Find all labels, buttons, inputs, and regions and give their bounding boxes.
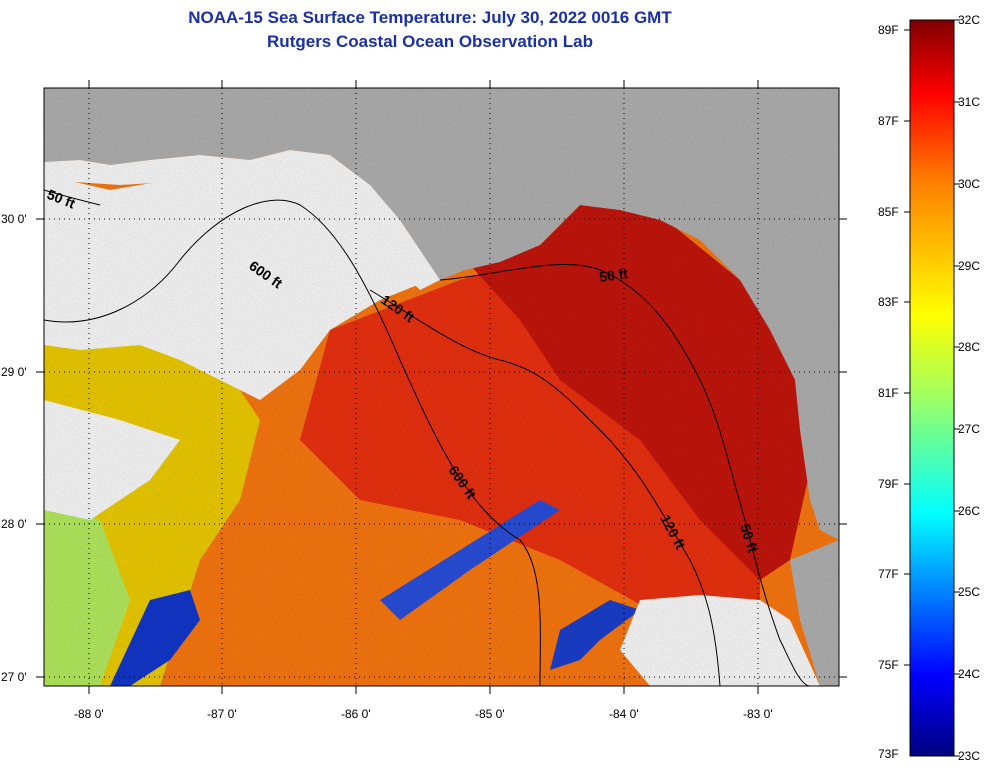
colorbar	[909, 19, 955, 757]
contour-50ft	[439, 264, 811, 686]
colorbar-f-label: 75F	[878, 658, 899, 672]
chart-subtitle: Rutgers Coastal Ocean Observation Lab	[267, 32, 593, 51]
colorbar-f-label: 85F	[878, 205, 899, 219]
contour-label-50ft-north: 50 ft	[598, 265, 629, 285]
colorbar-c-label: 26C	[958, 504, 981, 518]
colorbar-c-label: 32C	[958, 13, 981, 27]
colorbar-f-label: 87F	[878, 114, 899, 128]
lon-tick-label: -83 0'	[743, 707, 773, 721]
colorbar-c-label: 31C	[958, 95, 981, 109]
colorbar-f-label: 81F	[878, 386, 899, 400]
contour-50ft-west	[44, 189, 101, 206]
lon-tick-label: -84 0'	[609, 707, 639, 721]
colorbar-ticks	[904, 19, 960, 757]
colorbar-f-label: 73F	[878, 747, 899, 761]
tick-marks	[36, 80, 847, 694]
colorbar-c-label: 25C	[958, 585, 981, 599]
lat-tick-label: 28 0'	[1, 517, 27, 531]
lon-tick-label: -85 0'	[475, 707, 505, 721]
chart-title: NOAA-15 Sea Surface Temperature: July 30…	[188, 8, 672, 27]
map-frame	[43, 87, 840, 687]
colorbar-f-label: 83F	[878, 295, 899, 309]
colorbar-c-label: 29C	[958, 259, 981, 273]
contour-120ft	[369, 289, 721, 686]
lat-tick-label: 27 0'	[1, 670, 27, 684]
lon-tick-label: -86 0'	[341, 707, 371, 721]
colorbar-f-label: 77F	[878, 567, 899, 581]
colorbar-f-label: 79F	[878, 477, 899, 491]
contour-600ft	[44, 199, 541, 686]
lat-tick-label: 30 0'	[1, 212, 27, 226]
colorbar-c-label: 24C	[958, 667, 981, 681]
lat-tick-label: 29 0'	[1, 365, 27, 379]
colorbar-c-label: 28C	[958, 340, 981, 354]
colorbar-f-label: 89F	[878, 23, 899, 37]
colorbar-c-label: 23C	[958, 749, 981, 763]
colorbar-c-label: 27C	[958, 422, 981, 436]
colorbar-c-label: 30C	[958, 177, 981, 191]
lon-tick-label: -88 0'	[74, 707, 104, 721]
lon-tick-label: -87 0'	[207, 707, 237, 721]
noise-texture	[44, 88, 839, 686]
